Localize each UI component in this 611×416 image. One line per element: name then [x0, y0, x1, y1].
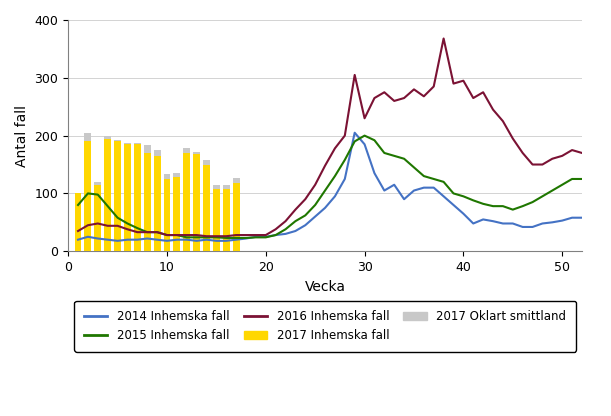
Bar	[94, 185, 101, 251]
Bar	[134, 143, 141, 251]
Legend: 2014 Inhemska fall, 2015 Inhemska fall, 2016 Inhemska fall, 2017 Inhemska fall, : 2014 Inhemska fall, 2015 Inhemska fall, …	[74, 301, 576, 352]
Bar	[233, 178, 240, 251]
Bar	[104, 139, 111, 251]
Bar	[233, 183, 240, 251]
Bar	[193, 152, 200, 251]
Bar	[114, 140, 121, 251]
Bar	[124, 144, 131, 251]
Bar	[164, 174, 170, 251]
Bar	[213, 185, 220, 251]
Bar	[94, 182, 101, 251]
Y-axis label: Antal fall: Antal fall	[15, 104, 29, 167]
Bar	[183, 153, 190, 251]
X-axis label: Vecka: Vecka	[304, 280, 346, 294]
Bar	[213, 189, 220, 251]
Bar	[153, 150, 161, 251]
Bar	[223, 189, 230, 251]
Bar	[84, 133, 92, 251]
Bar	[75, 193, 81, 251]
Bar	[75, 193, 81, 251]
Bar	[144, 153, 151, 251]
Bar	[193, 154, 200, 251]
Bar	[114, 141, 121, 251]
Bar	[203, 164, 210, 251]
Bar	[203, 161, 210, 251]
Bar	[144, 146, 151, 251]
Bar	[174, 177, 180, 251]
Bar	[183, 149, 190, 251]
Bar	[223, 185, 230, 251]
Bar	[84, 141, 92, 251]
Bar	[124, 143, 131, 251]
Bar	[174, 173, 180, 251]
Bar	[153, 156, 161, 251]
Bar	[134, 144, 141, 251]
Bar	[164, 179, 170, 251]
Bar	[104, 136, 111, 251]
